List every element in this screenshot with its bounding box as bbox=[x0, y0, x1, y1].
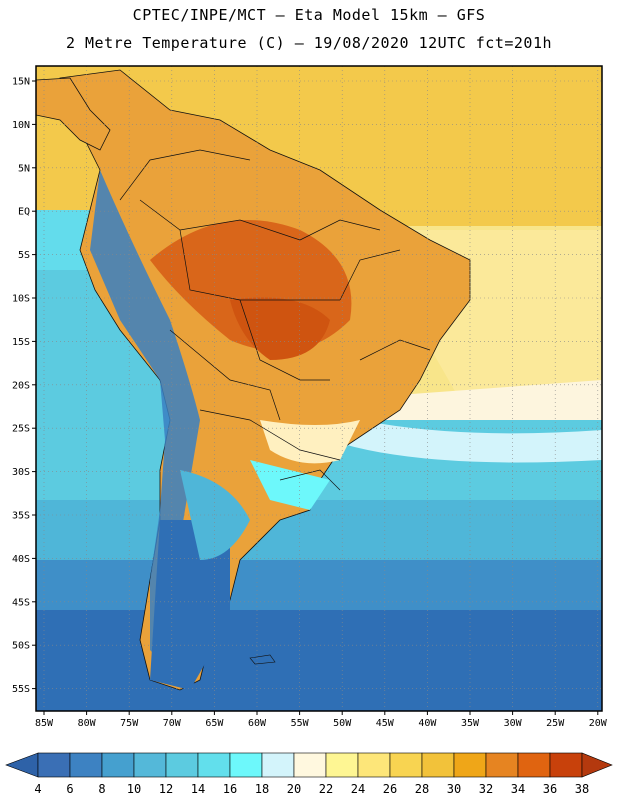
patagonia-interior bbox=[180, 470, 250, 560]
colorbar-label: 18 bbox=[255, 782, 269, 796]
colorbar-label: 8 bbox=[98, 782, 105, 796]
falklands bbox=[249, 654, 276, 665]
colorbar-swatch bbox=[421, 752, 455, 778]
pampas-region bbox=[250, 460, 330, 510]
lon-label: 25W bbox=[546, 718, 565, 729]
lon-label: 80W bbox=[78, 718, 97, 729]
colorbar-labels: 4 6 8 10 12 14 16 18 20 22 24 26 28 30 32 34 36 38 bbox=[34, 782, 589, 796]
lon-label: 55W bbox=[291, 718, 310, 729]
colorbar-label: 4 bbox=[34, 782, 41, 796]
lat-label: 55S bbox=[12, 684, 30, 695]
lon-label: 70W bbox=[163, 718, 182, 729]
latitude-labels: 15N 10N 5N EQ 5S 10S 15S 20S 25S 30S 35S 40S 45S 50S 5… bbox=[12, 77, 36, 695]
lon-label: 30W bbox=[504, 718, 523, 729]
lon-label: 35W bbox=[461, 718, 480, 729]
colorbar-swatch bbox=[357, 752, 391, 778]
colorbar-label: 10 bbox=[127, 782, 141, 796]
colorbar-label: 32 bbox=[479, 782, 493, 796]
colorbar-swatch bbox=[165, 752, 199, 778]
lat-label: 15N bbox=[12, 77, 30, 88]
patagonia-cold bbox=[150, 520, 230, 690]
colorbar-arrow-right bbox=[581, 752, 613, 778]
colorbar-swatch bbox=[453, 752, 487, 778]
colorbar-label: 26 bbox=[383, 782, 397, 796]
colorbar-swatch bbox=[133, 752, 167, 778]
colorbar-label: 12 bbox=[159, 782, 173, 796]
ocean-south-cold bbox=[36, 610, 602, 711]
lon-label: 60W bbox=[248, 718, 267, 729]
lat-label: 25S bbox=[12, 424, 30, 435]
lat-label: 40S bbox=[12, 554, 30, 565]
colorbar-label: 16 bbox=[223, 782, 237, 796]
colorbar-label: 34 bbox=[511, 782, 525, 796]
lon-label: 65W bbox=[205, 718, 224, 729]
lat-label: 10S bbox=[12, 294, 30, 305]
lat-label: EQ bbox=[18, 207, 30, 218]
lon-label: 75W bbox=[120, 718, 139, 729]
colorbar-swatch bbox=[293, 752, 327, 778]
colorbar-swatch bbox=[485, 752, 519, 778]
lon-label: 20W bbox=[589, 718, 608, 729]
lat-label: 5S bbox=[18, 250, 30, 261]
ocean-brazil-current bbox=[330, 420, 602, 463]
colorbar-swatch bbox=[197, 752, 231, 778]
colorbar-swatch bbox=[517, 752, 551, 778]
lat-label: 20S bbox=[12, 380, 30, 391]
lon-label: 45W bbox=[376, 718, 395, 729]
map-area bbox=[36, 66, 602, 711]
lat-label: 45S bbox=[12, 597, 30, 608]
colorbar-label: 22 bbox=[319, 782, 333, 796]
colorbar-swatch bbox=[69, 752, 103, 778]
colorbar-label: 30 bbox=[447, 782, 461, 796]
lat-label: 15S bbox=[12, 337, 30, 348]
colorbar bbox=[5, 752, 613, 778]
colorbar-swatch bbox=[37, 752, 71, 778]
colorbar-label: 38 bbox=[575, 782, 589, 796]
lat-label: 50S bbox=[12, 641, 30, 652]
lon-label: 40W bbox=[418, 718, 437, 729]
colorbar-swatch bbox=[101, 752, 135, 778]
central-america-land bbox=[36, 77, 111, 151]
colorbar-label: 14 bbox=[191, 782, 205, 796]
colorbar-swatch bbox=[549, 752, 583, 778]
southern-brazil bbox=[260, 420, 360, 464]
colorbar-swatch bbox=[325, 752, 359, 778]
title-line-2: 2 Metre Temperature (C) – 19/08/2020 12U… bbox=[65, 34, 553, 52]
lon-label: 50W bbox=[333, 718, 352, 729]
colorbar-label: 28 bbox=[415, 782, 429, 796]
country-borders bbox=[119, 149, 431, 491]
ocean-south-mid bbox=[36, 500, 602, 570]
colorbar-label: 36 bbox=[543, 782, 557, 796]
colorbar-label: 24 bbox=[351, 782, 365, 796]
lat-label: 10N bbox=[12, 120, 30, 131]
colorbar-swatch bbox=[389, 752, 423, 778]
colorbar-label: 20 bbox=[287, 782, 301, 796]
colorbar-arrow-left bbox=[5, 752, 39, 778]
title-line-1: CPTEC/INPE/MCT – Eta Model 15km – GFS bbox=[132, 6, 486, 24]
colorbar-swatch bbox=[261, 752, 295, 778]
colorbar-label: 6 bbox=[66, 782, 73, 796]
lat-label: 30S bbox=[12, 467, 30, 478]
lat-label: 5N bbox=[18, 163, 30, 174]
colorbar-swatch bbox=[229, 752, 263, 778]
longitude-labels: 85W 80W 75W 70W 65W 60W 55W 50W 45W 40W 35W 30W 25W 2… bbox=[35, 711, 608, 729]
map-frame bbox=[35, 65, 603, 712]
lat-label: 35S bbox=[12, 511, 30, 522]
lon-label: 85W bbox=[35, 718, 54, 729]
